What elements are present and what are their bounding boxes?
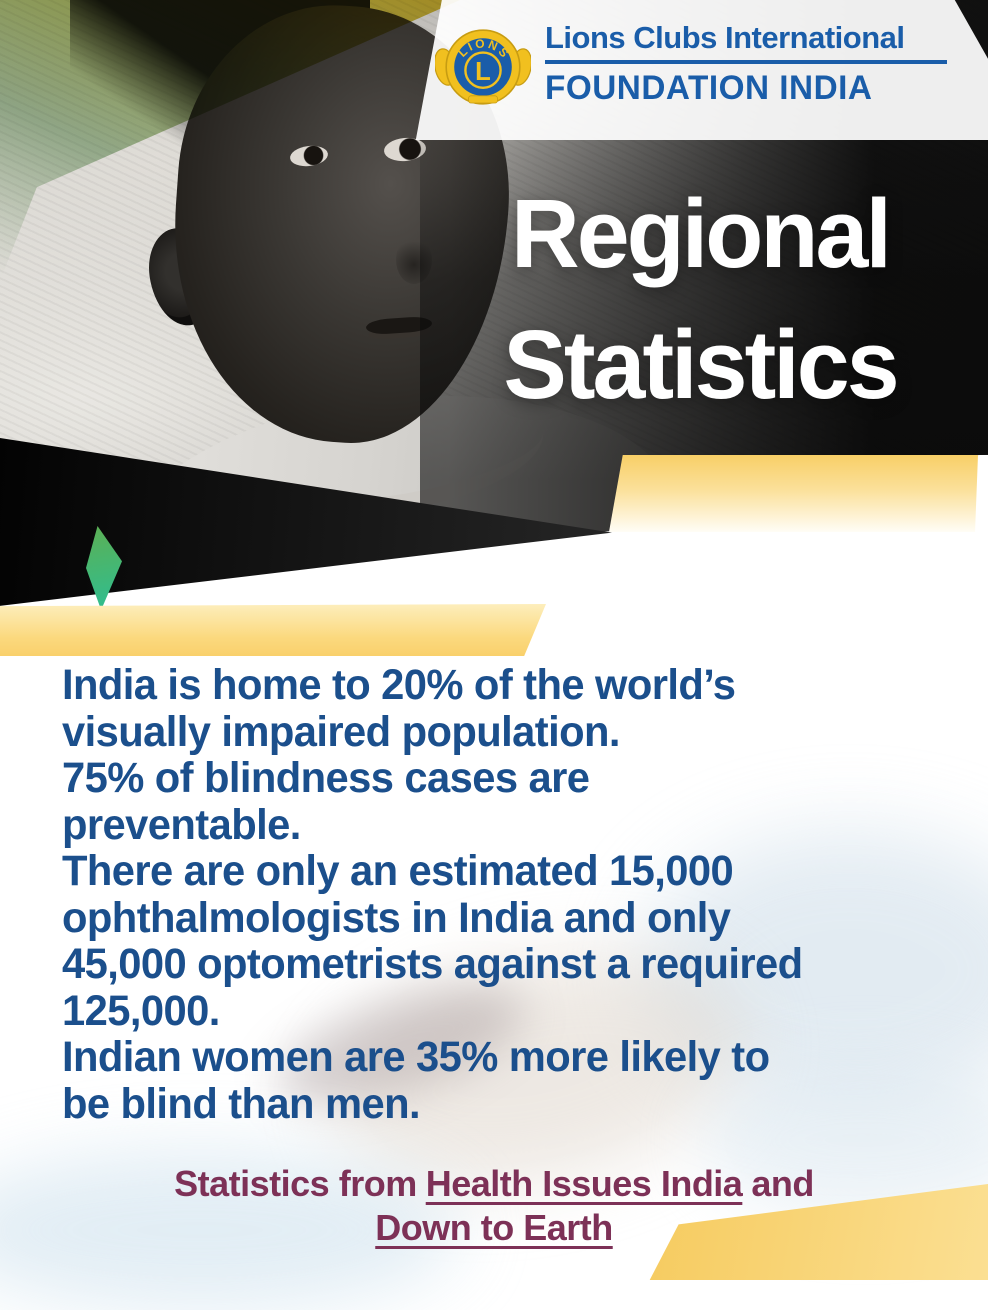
source-conjunction: and bbox=[751, 1163, 814, 1204]
source-line-2: Down to Earth bbox=[0, 1206, 988, 1250]
org-text-block: Lions Clubs International FOUNDATION IND… bbox=[545, 20, 965, 108]
stats-paragraph: India is home to 20% of the world’s visu… bbox=[62, 662, 925, 1127]
org-name: Lions Clubs International bbox=[545, 20, 905, 55]
link-health-issues-india[interactable]: Health Issues India bbox=[425, 1163, 743, 1204]
emblem-inner-ring bbox=[464, 51, 502, 89]
title-line-2: Statistics bbox=[503, 310, 899, 419]
stat-line: Indian women are 35% more likely to bbox=[62, 1033, 770, 1081]
org-divider-rule bbox=[545, 60, 947, 64]
emblem-monogram: L bbox=[475, 58, 491, 86]
stat-line: ophthalmologists in India and only bbox=[62, 893, 731, 942]
stat-line: visually impaired population. bbox=[62, 707, 620, 756]
title-line-1: Regional bbox=[511, 179, 892, 288]
stat-line: 45,000 optometrists against a required bbox=[62, 940, 803, 988]
source-note: Statistics from Health Issues India and Do… bbox=[0, 1162, 988, 1250]
org-division: FOUNDATION INDIA bbox=[545, 69, 873, 107]
stat-line: India is home to 20% of the world’s bbox=[62, 661, 736, 709]
stat-line: be blind than men. bbox=[62, 1079, 421, 1128]
stat-line: preventable. bbox=[62, 800, 301, 849]
logo-banner: LIONS L Lions Clubs International FOUNDA… bbox=[415, 0, 988, 140]
yellow-rectangle-shape bbox=[608, 455, 978, 532]
source-prefix: Statistics from bbox=[174, 1163, 417, 1204]
stat-line: 125,000. bbox=[62, 986, 220, 1035]
lions-emblem-icon: LIONS L bbox=[435, 29, 531, 105]
emblem-ribbon bbox=[468, 95, 498, 104]
hero-title: Regional Statistics bbox=[426, 168, 975, 430]
stat-line: 75% of blindness cases are bbox=[62, 754, 590, 802]
yellow-band-shape bbox=[0, 604, 546, 656]
source-line-1: Statistics from Health Issues India and bbox=[0, 1162, 988, 1206]
stat-line: There are only an estimated 15,000 bbox=[62, 847, 734, 895]
emblem-center-disc bbox=[467, 55, 499, 86]
link-down-to-earth[interactable]: Down to Earth bbox=[375, 1207, 613, 1248]
